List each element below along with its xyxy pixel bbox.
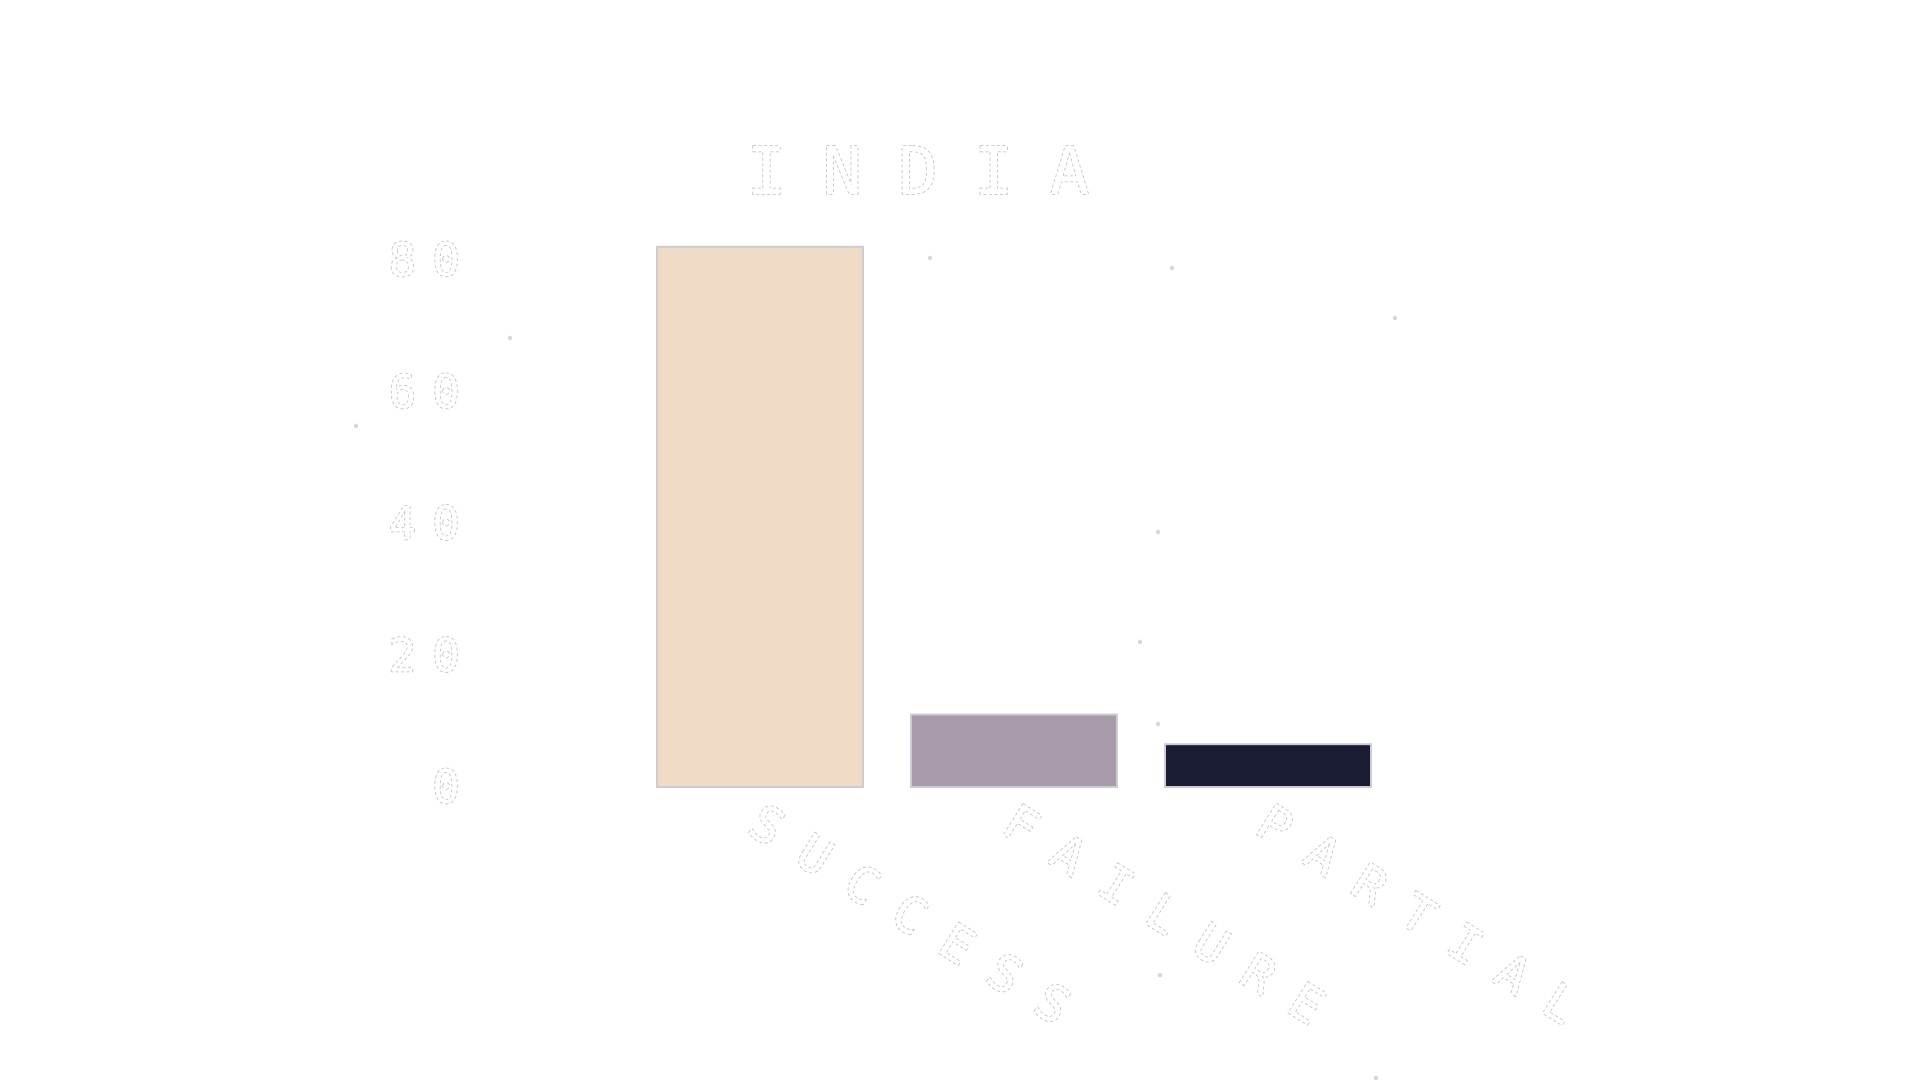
y-tick-label-0: 0 (432, 760, 476, 814)
grid-dot-7 (1155, 721, 1161, 727)
grid-dot-8 (1157, 972, 1163, 978)
grid-dot-2 (927, 255, 933, 261)
y-tick-label-40: 40 (389, 497, 476, 551)
grid-dot-4 (1392, 315, 1398, 321)
grid-dot-0 (507, 335, 513, 341)
grid-dots (353, 255, 1398, 1081)
bar-success[interactable] (656, 245, 864, 788)
bars (656, 245, 1372, 789)
grid-dot-3 (1169, 265, 1175, 271)
y-tick-label-20: 20 (389, 628, 476, 682)
bar-failure[interactable] (910, 713, 1118, 788)
grid-dot-5 (1155, 529, 1161, 535)
grid-dot-6 (1137, 639, 1143, 645)
y-tick-label-60: 60 (389, 365, 476, 419)
grid-dot-1 (353, 423, 359, 429)
y-axis: 0 20 40 60 80 (388, 232, 476, 815)
chart-title: INDIA (747, 133, 1126, 210)
y-tick-label-80: 80 (389, 233, 476, 287)
bar-partial[interactable] (1164, 743, 1372, 789)
grid-dot-9 (1373, 1075, 1379, 1081)
